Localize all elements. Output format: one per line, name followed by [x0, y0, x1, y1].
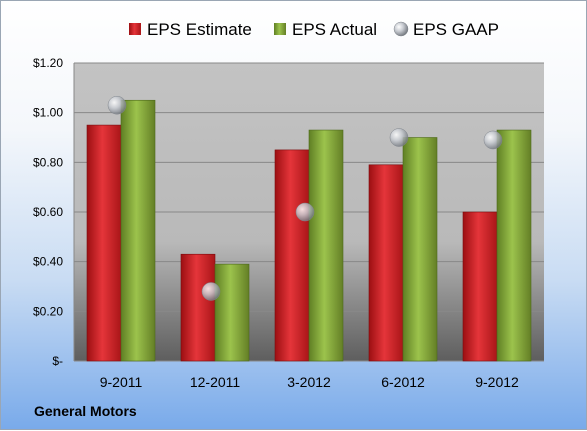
- company-name: General Motors: [34, 403, 137, 419]
- x-tick-label: 9-2011: [100, 374, 143, 390]
- marker-eps-gaap: [107, 95, 127, 115]
- x-axis: 9-2011 12-2011 3-2012 6-2012 9-2012: [100, 374, 519, 390]
- y-tick-label: $-: [52, 354, 63, 368]
- legend-label: EPS GAAP: [413, 20, 499, 39]
- x-tick-label: 6-2012: [381, 374, 425, 390]
- legend-swatch: [129, 23, 141, 35]
- legend-swatch: [274, 23, 286, 35]
- y-tick-label: $0.20: [33, 304, 63, 318]
- legend-label: EPS Estimate: [147, 20, 252, 39]
- legend-label: EPS Actual: [292, 20, 377, 39]
- bar-eps-actual: [308, 129, 344, 362]
- marker-eps-gaap: [389, 128, 409, 147]
- x-tick-label: 3-2012: [287, 374, 331, 390]
- marker-eps-gaap: [201, 282, 221, 301]
- bars: [86, 99, 532, 362]
- gaap-markers: [107, 95, 503, 301]
- bar-eps-estimate: [180, 253, 216, 362]
- bar-eps-estimate: [274, 149, 310, 362]
- bar-eps-estimate: [86, 124, 122, 362]
- bar-eps-actual: [496, 129, 532, 362]
- y-tick-label: $0.40: [33, 255, 63, 269]
- legend-swatch: [393, 21, 409, 37]
- marker-eps-gaap: [483, 130, 503, 150]
- y-tick-label: $0.60: [33, 205, 63, 219]
- bar-eps-actual: [214, 263, 250, 362]
- bar-eps-estimate: [462, 211, 498, 362]
- x-tick-label: 9-2012: [475, 374, 519, 390]
- y-axis: $- $0.20 $0.40 $0.60 $0.80 $1.00 $1.20: [33, 56, 75, 368]
- bar-eps-actual: [120, 99, 156, 362]
- bar-eps-actual: [402, 137, 438, 362]
- y-tick-label: $1.20: [33, 56, 63, 70]
- legend: EPS Estimate EPS Actual EPS GAAP: [129, 20, 499, 39]
- x-tick-label: 12-2011: [190, 374, 241, 390]
- y-tick-label: $1.00: [33, 106, 63, 120]
- y-tick-label: $0.80: [33, 155, 63, 169]
- bar-eps-estimate: [368, 164, 404, 362]
- marker-eps-gaap: [295, 202, 315, 222]
